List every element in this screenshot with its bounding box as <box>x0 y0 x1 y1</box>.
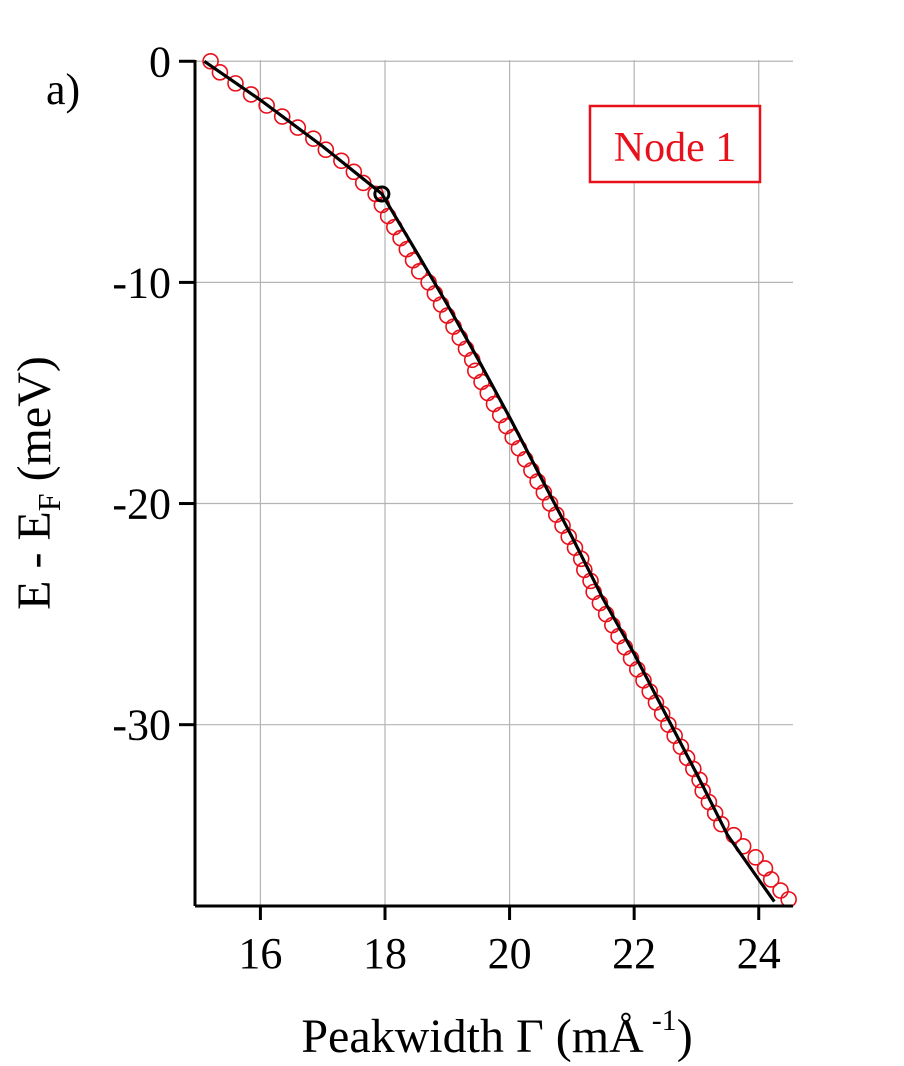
data-point <box>305 130 322 147</box>
y-tick-label: -20 <box>112 480 171 529</box>
panel-label: a) <box>46 65 80 114</box>
data-point <box>211 64 229 81</box>
data-point <box>691 771 708 789</box>
y-axis-title-main: E - E <box>8 511 61 610</box>
y-axis-title-subscript: F <box>31 493 67 511</box>
x-tick-label: 24 <box>737 929 781 978</box>
data-point <box>713 815 730 833</box>
x-axis-title: Peakwidth Γ (mÅ -1) <box>301 1004 692 1063</box>
legend-label: Node 1 <box>614 125 736 171</box>
data-point <box>762 871 780 888</box>
y-tick-label: -30 <box>112 701 171 750</box>
y-tick-label: 0 <box>149 37 171 86</box>
x-tick-label: 16 <box>238 929 282 978</box>
data-point <box>289 119 307 136</box>
data-point <box>333 152 350 170</box>
x-axis-ticks: 16 18 20 22 24 <box>238 906 781 978</box>
y-axis-title-unit: (meV) <box>8 356 61 493</box>
data-point <box>258 97 275 114</box>
fit-line <box>203 59 776 903</box>
data-point <box>202 52 219 70</box>
y-tick-label: -10 <box>112 258 171 307</box>
y-axis-title: E - EF (meV) <box>8 356 67 610</box>
kink-marker <box>373 185 391 203</box>
x-tick-label: 20 <box>488 929 532 978</box>
data-point <box>747 849 764 866</box>
x-tick-label: 18 <box>363 929 407 978</box>
data-point <box>572 550 590 568</box>
x-tick-label: 22 <box>612 929 656 978</box>
x-axis-title-close: ) <box>677 1010 693 1063</box>
data-point <box>227 75 244 92</box>
data-point <box>317 141 335 159</box>
x-axis-title-superscript: -1 <box>652 1004 677 1037</box>
data-point <box>345 163 363 181</box>
legend-box: Node 1 <box>588 104 762 184</box>
axes <box>193 60 793 908</box>
data-point <box>273 108 291 125</box>
grid-lines <box>195 60 793 906</box>
y-axis-ticks: 0 -10 -20 -30 <box>112 37 195 750</box>
data-point <box>756 860 774 877</box>
data-point <box>772 882 789 899</box>
x-axis-title-main: Peakwidth Γ (mÅ <box>301 1010 644 1063</box>
data-point <box>242 86 260 103</box>
